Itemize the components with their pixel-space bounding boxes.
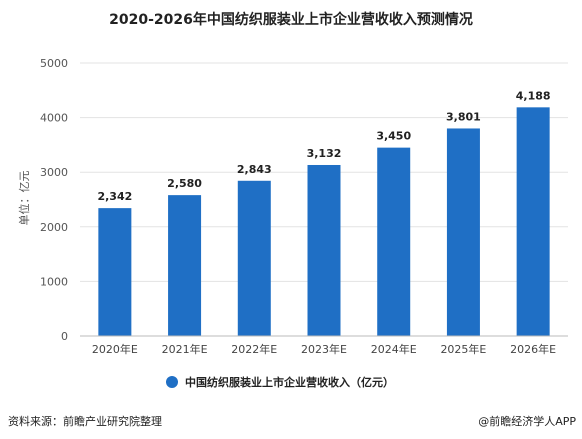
x-tick-label: 2021年E: [162, 342, 208, 356]
data-labels: 2,342 2,580 2,843 3,132 3,450 3,801 4,188: [97, 89, 550, 203]
footer-source: 资料来源：前瞻产业研究院整理: [8, 414, 162, 428]
x-axis-ticks: 2020年E 2021年E 2022年E 2023年E 2024年E 2025年E 2026…: [92, 342, 556, 356]
y-tick-label: 4000: [40, 112, 68, 125]
bar-2025年E: [446, 128, 480, 336]
y-tick-label: 5000: [40, 57, 68, 70]
y-tick-label: 3000: [40, 166, 68, 179]
bar-2026年E: [516, 107, 550, 336]
data-label: 3,132: [307, 147, 342, 160]
bar-2023年E: [307, 164, 341, 336]
data-label: 2,342: [97, 190, 132, 203]
data-label: 4,188: [516, 89, 551, 102]
legend-label: 中国纺织服装业上市企业营收收入（亿元）: [185, 375, 394, 389]
data-label: 3,450: [376, 130, 411, 143]
footer-credit: @前瞻经济学人APP: [478, 414, 576, 428]
y-tick-label: 0: [61, 330, 68, 343]
x-tick-label: 2025年E: [440, 342, 486, 356]
bar-2022年E: [237, 180, 271, 336]
y-tick-label: 2000: [40, 221, 68, 234]
data-label: 3,801: [446, 110, 481, 123]
data-label: 2,580: [167, 177, 202, 190]
bar-2021年E: [168, 195, 202, 336]
x-tick-label: 2026年E: [510, 342, 556, 356]
bar-2024年E: [377, 147, 411, 336]
legend: 中国纺织服装业上市企业营收收入（亿元）: [166, 375, 394, 389]
y-axis-label: 单位：亿元: [17, 171, 31, 226]
x-tick-label: 2022年E: [231, 342, 277, 356]
x-tick-label: 2023年E: [301, 342, 347, 356]
legend-marker: [166, 376, 178, 388]
y-axis-ticks: 0 1000 2000 3000 4000 5000: [40, 57, 68, 343]
y-tick-label: 1000: [40, 275, 68, 288]
chart-title: 2020-2026年中国纺织服装业上市企业营收收入预测情况: [109, 11, 473, 28]
x-tick-label: 2020年E: [92, 342, 138, 356]
bar-2020年E: [98, 208, 132, 336]
bars: [98, 107, 550, 336]
data-label: 2,843: [237, 163, 272, 176]
x-tick-label: 2024年E: [371, 342, 417, 356]
